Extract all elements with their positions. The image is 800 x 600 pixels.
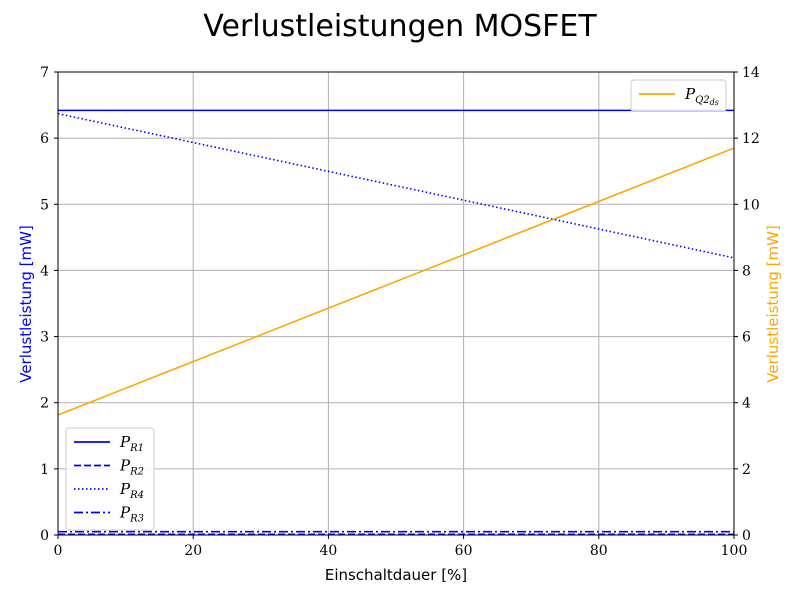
series-line-p-q2 xyxy=(57,147,735,416)
y-right-tick-label: 10 xyxy=(742,197,760,213)
legend-label: PQ2ds xyxy=(684,85,719,107)
legend-box xyxy=(630,79,727,112)
y-right-tick-label: 14 xyxy=(742,65,760,81)
y-left-tick-label: 3 xyxy=(40,330,49,346)
x-axis-label: Einschaltdauer [%] xyxy=(325,566,467,584)
x-tick-label: 80 xyxy=(590,543,608,559)
plot-frame xyxy=(57,71,735,536)
chart-title: Verlustleistungen MOSFET xyxy=(203,9,597,44)
x-axis-ticks: 0 20 40 60 80 100 xyxy=(54,535,748,559)
legend-right: PQ2ds xyxy=(630,79,727,112)
y-left-tick-label: 1 xyxy=(40,462,49,478)
legend-label: PR4 xyxy=(119,480,144,501)
x-tick-label: 60 xyxy=(455,543,473,559)
y-right-tick-label: 12 xyxy=(742,131,760,147)
y-right-tick-label: 4 xyxy=(742,396,751,412)
y-left-tick-label: 0 xyxy=(40,528,49,544)
grid xyxy=(57,71,735,536)
y-axis-left-label: Verlustleistung [mW] xyxy=(17,225,35,383)
series-line-p-r4 xyxy=(57,112,735,259)
y-left-tick-label: 4 xyxy=(40,263,49,279)
y-right-tick-label: 8 xyxy=(742,263,751,279)
legend-box xyxy=(65,427,155,531)
x-tick-label: 0 xyxy=(54,543,63,559)
y-axis-right-label: Verlustleistung [mW] xyxy=(764,225,782,383)
y-axis-left-ticks: 0 1 2 3 4 5 6 7 xyxy=(40,65,58,544)
x-tick-label: 20 xyxy=(184,543,202,559)
series-lines xyxy=(57,109,735,536)
legend-label: PR3 xyxy=(119,504,144,525)
y-left-tick-label: 5 xyxy=(40,197,49,213)
y-right-tick-label: 6 xyxy=(742,330,751,346)
x-tick-label: 40 xyxy=(319,543,337,559)
legend-label: PR1 xyxy=(119,433,144,454)
y-left-tick-label: 7 xyxy=(40,65,49,81)
x-tick-label: 100 xyxy=(721,543,748,559)
y-left-tick-label: 6 xyxy=(40,131,49,147)
y-axis-right-ticks: 0 2 4 6 8 10 12 14 xyxy=(734,65,760,544)
y-right-tick-label: 2 xyxy=(742,462,751,478)
y-left-tick-label: 2 xyxy=(40,396,49,412)
y-right-tick-label: 0 xyxy=(742,528,751,544)
legend-label: PR2 xyxy=(119,457,144,478)
